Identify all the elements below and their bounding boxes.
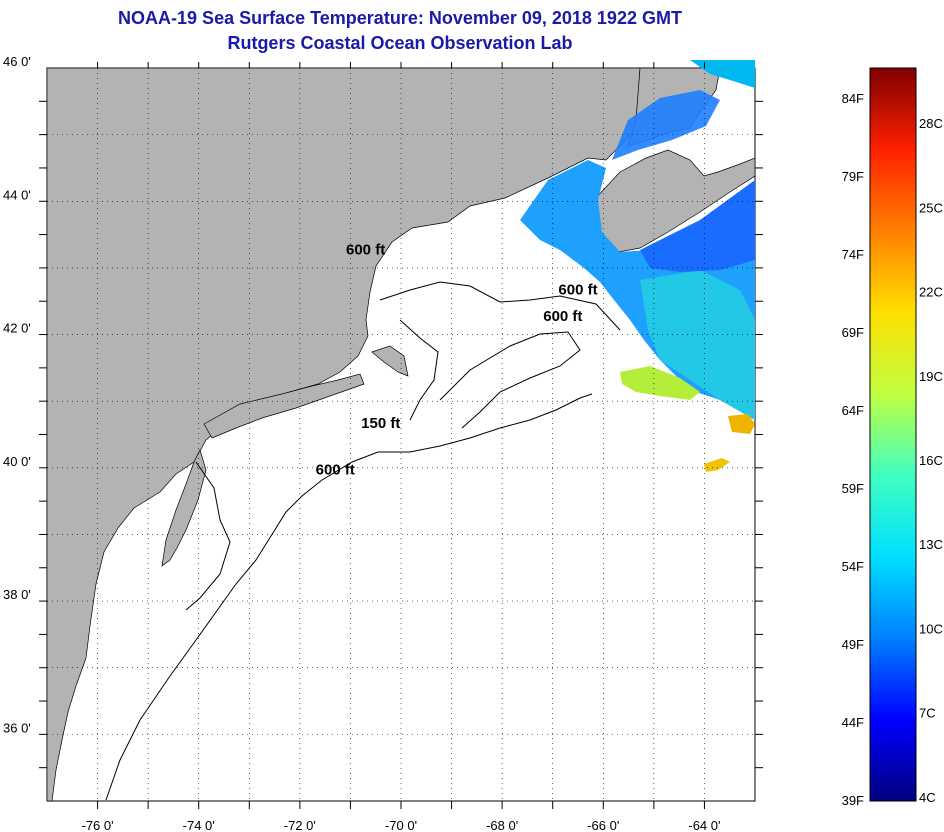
longitude-label: -72 0' xyxy=(284,818,316,832)
colorbar-celsius-labels: 28C 25C 22C 19C 16C 13C 10C 7C 4C xyxy=(919,116,943,805)
longitude-label: -66 0' xyxy=(587,818,619,832)
contour-georges-bank xyxy=(439,331,581,429)
land-nova-scotia xyxy=(593,149,756,253)
colorbar-f-label: 64F xyxy=(842,403,864,418)
contour-label: 150 ft xyxy=(361,415,400,432)
contour-label: 600 ft xyxy=(316,461,355,478)
land-long-island xyxy=(203,373,365,439)
colorbar-f-label: 79F xyxy=(842,169,864,184)
longitude-label: -68 0' xyxy=(486,818,518,832)
longitude-label: -74 0' xyxy=(183,818,215,832)
colorbar-c-label: 19C xyxy=(919,369,943,384)
longitude-labels: -76 0' -74 0' -72 0' -70 0' -68 0' -66 0' -64 … xyxy=(82,818,721,832)
latitude-label: 42 0' xyxy=(3,321,31,336)
land-layer xyxy=(46,67,756,802)
sst-patch-cyan-small xyxy=(690,60,755,88)
latitude-label: 40 0' xyxy=(3,454,31,469)
colorbar-c-label: 13C xyxy=(919,537,943,552)
sst-patch-warm-orange-2 xyxy=(704,458,730,472)
contour-label: 600 ft xyxy=(543,308,582,325)
contour-labels: 600 ft 600 ft 600 ft 150 ft 600 ft xyxy=(316,242,598,479)
contour-label: 600 ft xyxy=(346,242,385,259)
latitude-label: 38 0' xyxy=(3,587,31,602)
bathymetry-contours xyxy=(105,281,621,801)
colorbar-f-label: 54F xyxy=(842,559,864,574)
longitude-label: -76 0' xyxy=(82,818,114,832)
colorbar-c-label: 22C xyxy=(919,285,943,300)
sst-patch-warm-yellow xyxy=(620,366,700,400)
map-title: NOAA-19 Sea Surface Temperature: Novembe… xyxy=(118,8,682,28)
sst-patch-warm-orange xyxy=(728,414,755,434)
land-cape-cod xyxy=(371,345,409,377)
contour-600ft-outer xyxy=(105,393,593,801)
map-subtitle: Rutgers Coastal Ocean Observation Lab xyxy=(227,33,573,53)
colorbar-c-label: 25C xyxy=(919,200,943,215)
colorbar-c-label: 28C xyxy=(919,116,943,131)
graticule xyxy=(39,62,763,809)
colorbar-f-label: 44F xyxy=(842,715,864,730)
colorbar-f-label: 84F xyxy=(842,91,864,106)
latitude-label: 44 0' xyxy=(3,187,31,202)
sst-patch-cyan-east xyxy=(640,270,755,420)
colorbar-f-label: 74F xyxy=(842,247,864,262)
sst-patch-bay-of-fundy xyxy=(612,90,720,160)
latitude-label: 36 0' xyxy=(3,720,31,735)
colorbar xyxy=(869,67,917,802)
colorbar-f-label: 59F xyxy=(842,481,864,496)
colorbar-fahrenheit-labels: 84F 79F 74F 69F 64F 59F 54F 49F 44F 39F xyxy=(842,91,864,808)
latitude-label: 46 0' xyxy=(3,54,31,69)
contour-150ft-shelf xyxy=(185,461,231,611)
colorbar-f-label: 49F xyxy=(842,637,864,652)
longitude-label: -64 0' xyxy=(688,818,720,832)
contour-inner-gulf xyxy=(399,319,439,421)
colorbar-c-label: 4C xyxy=(919,790,936,805)
colorbar-f-label: 69F xyxy=(842,325,864,340)
longitude-label: -70 0' xyxy=(385,818,417,832)
sst-layer xyxy=(520,60,755,472)
latitude-labels: 46 0' 44 0' 42 0' 40 0' 38 0' 36 0' xyxy=(3,54,31,735)
colorbar-c-label: 16C xyxy=(919,453,943,468)
sst-patch-scotian-shelf xyxy=(640,180,755,272)
colorbar-c-label: 10C xyxy=(919,621,943,636)
colorbar-c-label: 7C xyxy=(919,706,936,721)
contour-gulf-of-maine xyxy=(379,281,621,331)
land-nj-coast xyxy=(161,449,207,567)
colorbar-f-label: 39F xyxy=(842,793,864,808)
contour-label: 600 ft xyxy=(558,282,597,299)
